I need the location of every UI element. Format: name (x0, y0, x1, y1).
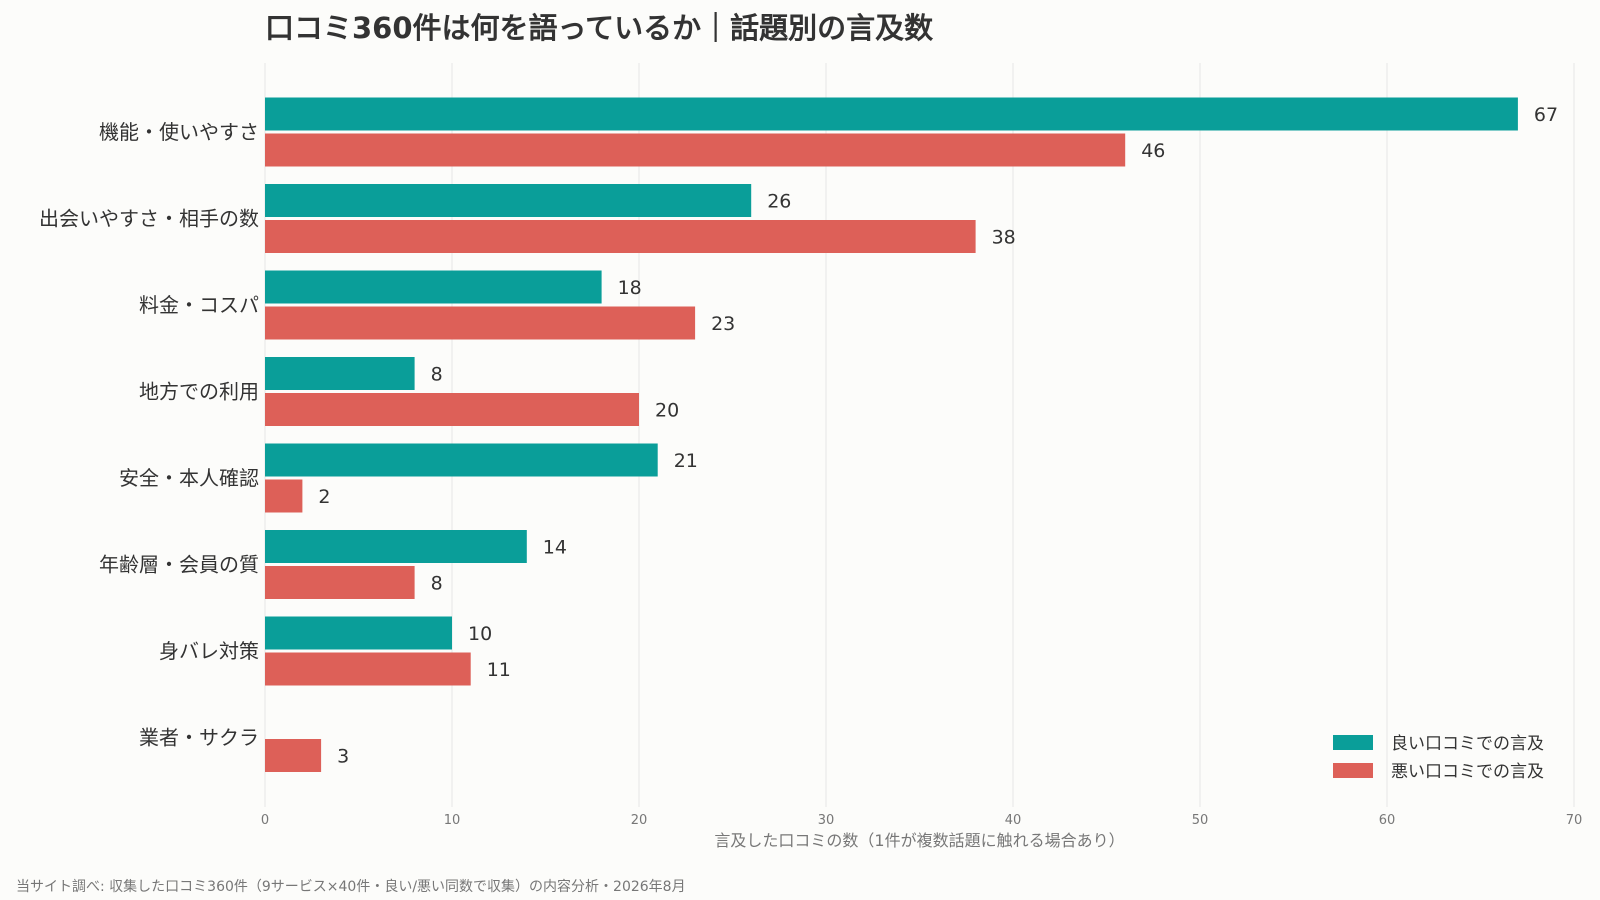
x-tick-label: 20 (631, 813, 648, 828)
x-tick-label: 10 (444, 813, 461, 828)
bar-positive (265, 184, 752, 217)
bar-positive (265, 616, 452, 650)
category-label: 機能・使いやすさ (99, 120, 259, 144)
x-tick-label: 60 (1379, 813, 1396, 828)
legend-label: 悪い口コミでの言及 (1391, 762, 1544, 782)
value-labels: 67 46 26 38 18 23 8 20 21 2 14 8 10 11 3 (318, 104, 1558, 768)
value-label: 2 (318, 486, 330, 508)
bar-negative (265, 479, 303, 513)
bar-positive (265, 530, 527, 563)
value-label: 46 (1141, 140, 1165, 162)
value-label: 11 (487, 659, 511, 681)
category-label: 地方での利用 (139, 380, 259, 404)
bar-positive (265, 357, 415, 390)
bar-positive (265, 270, 602, 304)
bar-negative (265, 739, 322, 772)
x-tick-label: 50 (1192, 813, 1209, 828)
category-labels: 機能・使いやすさ出会いやすさ・相手の数料金・コスパ地方での利用安全・本人確認年齢… (39, 120, 259, 750)
bar-positive (265, 443, 658, 477)
bar-negative (265, 306, 696, 340)
category-label: 安全・本人確認 (119, 466, 259, 490)
bar-negative (265, 652, 471, 686)
value-label: 10 (468, 623, 492, 645)
value-label: 67 (1534, 104, 1558, 126)
legend-swatch (1333, 735, 1373, 750)
value-label: 21 (674, 450, 698, 472)
bar-negative (265, 220, 976, 253)
category-label: 年齢層・会員の質 (99, 553, 259, 577)
x-tick-label: 0 (261, 813, 269, 828)
value-label: 18 (618, 277, 642, 299)
x-axis-label: 言及した口コミの数（1件が複数話題に触れる場合あり） (714, 831, 1124, 850)
category-label: 料金・コスパ (139, 293, 259, 317)
x-tick-label: 30 (818, 813, 835, 828)
x-axis-ticks: 0 10 20 30 40 50 60 70 (261, 813, 1582, 828)
legend-swatch (1333, 763, 1373, 778)
footnote: 当サイト調べ: 収集した口コミ360件（9サービス×40件・良い/悪い同数で収集… (16, 879, 686, 895)
value-label: 23 (711, 313, 735, 335)
category-label: 身バレ対策 (159, 639, 259, 663)
bar-negative (265, 133, 1126, 167)
legend-label: 良い口コミでの言及 (1391, 734, 1544, 754)
bar-negative (265, 393, 639, 426)
bar-negative (265, 566, 415, 599)
chart-title: 口コミ360件は何を語っているか｜話題別の言及数 (265, 11, 934, 45)
value-label: 20 (655, 400, 679, 422)
value-label: 8 (431, 364, 443, 386)
bars (265, 97, 1518, 772)
value-label: 8 (431, 573, 443, 595)
grid-lines (264, 63, 1575, 807)
category-label: 業者・サクラ (139, 726, 259, 750)
value-label: 26 (767, 191, 791, 213)
value-label: 38 (992, 227, 1016, 249)
x-tick-label: 40 (1005, 813, 1022, 828)
category-label: 出会いやすさ・相手の数 (39, 207, 259, 231)
bar-positive (265, 97, 1518, 131)
value-label: 14 (543, 537, 567, 559)
value-label: 3 (337, 746, 349, 768)
x-tick-label: 70 (1566, 813, 1583, 828)
